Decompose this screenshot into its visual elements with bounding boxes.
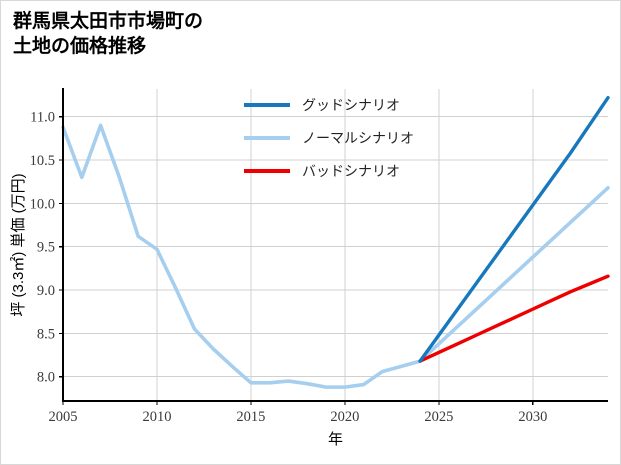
y-tick-label: 11.0 [30,110,55,126]
y-tick-label: 10.0 [30,196,55,212]
series-line-bad [418,274,610,363]
y-axis-title: 坪 (3.3㎡) 単価 (万円) [10,173,27,316]
data-series [61,95,610,389]
x-tick-label: 2010 [142,409,171,425]
x-tick-label: 2005 [49,409,78,425]
legend-item-bad[interactable]: バッドシナリオ [244,163,400,179]
x-tick-label: 2025 [424,409,453,425]
legend-label-normal: ノーマルシナリオ [302,130,414,146]
series-line-normal [61,123,610,389]
axis-titles: 年 坪 (3.3㎡) 単価 (万円) [10,173,343,448]
x-axis-ticks: 2005 2010 2015 2020 2025 2030 [49,401,547,425]
y-tick-label: 8.0 [37,370,55,386]
x-axis-title: 年 [328,431,343,448]
y-tick-label: 10.5 [30,153,55,169]
x-tick-label: 2015 [236,409,265,425]
series-line-good [418,95,610,363]
y-axis-ticks: 8.0 8.5 9.0 9.5 10.0 10.5 11.0 [30,110,63,386]
chart-title: 群馬県太田市市場町の 土地の価格推移 [13,11,204,58]
y-tick-label: 9.5 [37,240,55,256]
legend-item-good[interactable]: グッドシナリオ [244,97,400,113]
y-tick-label: 9.0 [37,283,55,299]
legend-label-bad: バッドシナリオ [302,163,400,179]
legend-item-normal[interactable]: ノーマルシナリオ [244,130,414,146]
y-tick-label: 8.5 [37,326,55,342]
x-tick-label: 2020 [330,409,359,425]
legend-label-good: グッドシナリオ [302,97,400,113]
x-tick-label: 2030 [518,409,547,425]
axis-lines [61,88,608,403]
